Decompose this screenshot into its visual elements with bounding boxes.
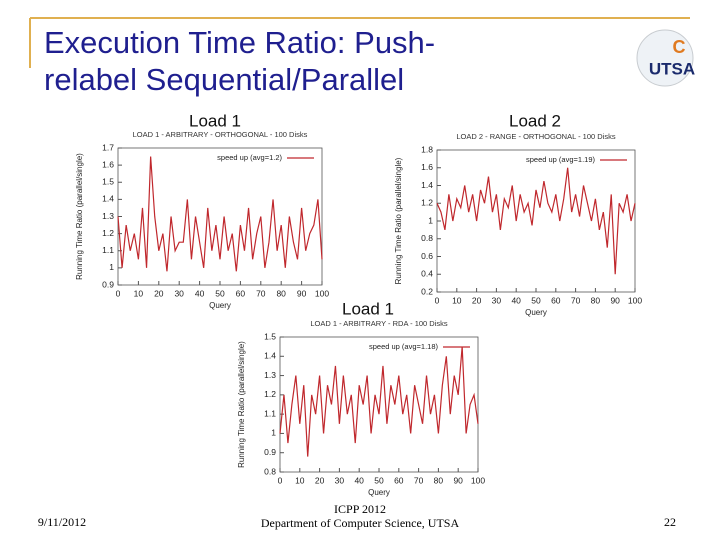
x-tick-label: 60 [551,295,561,305]
x-tick-label: 80 [276,288,286,298]
x-tick-label: 40 [511,295,521,305]
data-line [117,156,323,272]
x-tick-label: 30 [335,475,345,485]
y-tick-label: 1 [428,215,433,225]
chart-title: LOAD 1 - ARBITRARY - ORTHOGONAL - 100 Di… [133,130,308,139]
legend-label: speed up (avg=1.18) [369,342,439,351]
x-axis-label: Query [209,301,231,310]
x-tick-label: 80 [591,295,601,305]
x-tick-label: 0 [116,288,121,298]
y-tick-label: 1.8 [421,144,433,154]
x-tick-label: 60 [394,475,404,485]
y-tick-label: 1.2 [421,198,433,208]
footer-date: 9/11/2012 [38,515,86,529]
x-tick-label: 10 [134,288,144,298]
x-tick-label: 70 [571,295,581,305]
x-tick-label: 80 [434,475,444,485]
footer-department: Department of Computer Science, UTSA [261,516,460,530]
y-tick-label: 1.5 [102,177,114,187]
logo-disc [636,29,694,87]
y-tick-label: 1.6 [421,162,433,172]
x-tick-label: 0 [435,295,440,305]
x-tick-label: 70 [256,288,266,298]
x-tick-label: 30 [492,295,502,305]
x-tick-label: 100 [471,475,485,485]
y-tick-label: 1 [109,262,114,272]
chart-label: Load 1 [342,299,394,318]
x-axis-label: Query [525,308,547,317]
chart-label: Load 1 [189,111,241,130]
logo-text: UTSA [649,59,695,78]
chart: Load 2 LOAD 2 - RANGE - ORTHOGONAL - 100 … [387,111,647,320]
x-tick-label: 10 [452,295,462,305]
y-tick-label: 1.3 [102,211,114,221]
footer-conference: ICPP 2012 [334,502,386,516]
y-tick-label: 1.5 [264,331,276,341]
x-tick-label: 50 [215,288,225,298]
x-tick-label: 70 [414,475,424,485]
y-tick-label: 0.2 [421,286,433,296]
x-tick-label: 20 [315,475,325,485]
y-tick-label: 1.2 [102,228,114,238]
y-tick-label: 1.4 [102,194,114,204]
y-tick-label: 0.8 [421,233,433,243]
x-tick-label: 90 [453,475,463,485]
y-tick-label: 0.8 [264,466,276,476]
x-tick-label: 50 [374,475,384,485]
x-tick-label: 50 [531,295,541,305]
data-line [279,346,479,457]
x-tick-label: 100 [315,288,329,298]
y-tick-label: 0.4 [421,269,433,279]
y-tick-label: 1.2 [264,389,276,399]
x-tick-label: 90 [610,295,620,305]
y-tick-label: 0.9 [102,279,114,289]
x-axis-label: Query [368,488,390,497]
x-tick-label: 40 [354,475,364,485]
y-tick-label: 1.7 [102,142,114,152]
x-tick-label: 20 [154,288,164,298]
slide-title: Execution Time Ratio: Push-relabel Seque… [44,25,436,97]
x-tick-label: 60 [236,288,246,298]
y-tick-label: 1 [271,428,276,438]
legend-label: speed up (avg=1.2) [217,153,282,162]
legend-label: speed up (avg=1.19) [526,155,596,164]
logo-letter: C [673,37,686,57]
y-axis-label: Running Time Ratio (parallel/single) [75,153,84,280]
y-tick-label: 0.9 [264,447,276,457]
chart-background [387,130,647,320]
y-tick-label: 1.3 [264,370,276,380]
y-tick-label: 0.6 [421,251,433,261]
x-tick-label: 10 [295,475,305,485]
chart-title: LOAD 2 - RANGE - ORTHOGONAL - 100 Disks [456,132,615,141]
chart-label: Load 2 [509,111,561,130]
logo: C UTSA [636,29,695,87]
x-tick-label: 40 [195,288,205,298]
x-tick-label: 100 [628,295,642,305]
y-tick-label: 1.4 [264,351,276,361]
x-tick-label: 90 [297,288,307,298]
y-tick-label: 1.6 [102,159,114,169]
x-tick-label: 0 [278,475,283,485]
chart-title: LOAD 1 - ARBITRARY - RDA - 100 Disks [310,319,448,328]
y-tick-label: 1.1 [264,408,276,418]
title-box: Execution Time Ratio: Push-relabel Seque… [44,25,436,97]
y-tick-label: 1.1 [102,245,114,255]
x-tick-label: 30 [174,288,184,298]
y-axis-label: Running Time Ratio (parallel/single) [237,341,246,468]
data-line [436,167,636,275]
footer-page: 22 [664,515,676,529]
y-tick-label: 1.4 [421,180,433,190]
y-axis-label: Running Time Ratio (parallel/single) [394,157,403,284]
x-tick-label: 20 [472,295,482,305]
